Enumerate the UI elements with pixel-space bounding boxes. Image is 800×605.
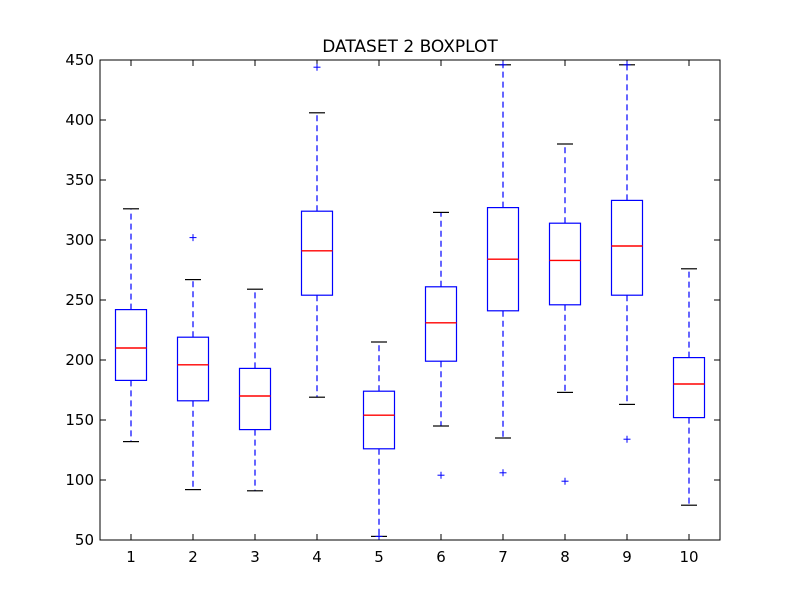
x-tick-label: 5 <box>374 548 384 566</box>
x-tick-label: 8 <box>560 548 570 566</box>
y-tick-label: 400 <box>65 111 94 129</box>
y-tick-label: 200 <box>65 351 94 369</box>
x-tick-label: 6 <box>436 548 446 566</box>
plot-marks: 50 100 150 200 250 300 350 400 450 1 2 3 4 5 6 7 8 9 10 <box>65 51 720 566</box>
y-tick-label: 100 <box>65 471 94 489</box>
y-tick-label: 300 <box>65 231 94 249</box>
plot-area <box>100 60 720 540</box>
x-tick-label: 1 <box>126 548 136 566</box>
box <box>114 309 148 382</box>
x-tick-label: 2 <box>188 548 198 566</box>
y-tick-label: 150 <box>65 411 94 429</box>
box <box>300 210 334 296</box>
y-tick-label: 250 <box>65 291 94 309</box>
plot-frame <box>99 59 721 541</box>
box <box>610 199 644 296</box>
x-tick-label: 10 <box>679 548 698 566</box>
x-tick-label: 7 <box>498 548 508 566</box>
box <box>672 357 706 419</box>
x-tick-label: 9 <box>622 548 632 566</box>
box <box>424 286 458 362</box>
box <box>176 336 210 402</box>
y-tick-label: 50 <box>75 531 94 549</box>
y-tick-label: 450 <box>65 51 94 69</box>
x-tick-label: 3 <box>250 548 260 566</box>
box <box>238 367 272 431</box>
x-tick-label: 4 <box>312 548 322 566</box>
chart-title: DATASET 2 BOXPLOT <box>322 37 498 57</box>
box <box>548 222 582 306</box>
box <box>362 390 396 450</box>
y-tick-label: 350 <box>65 171 94 189</box>
